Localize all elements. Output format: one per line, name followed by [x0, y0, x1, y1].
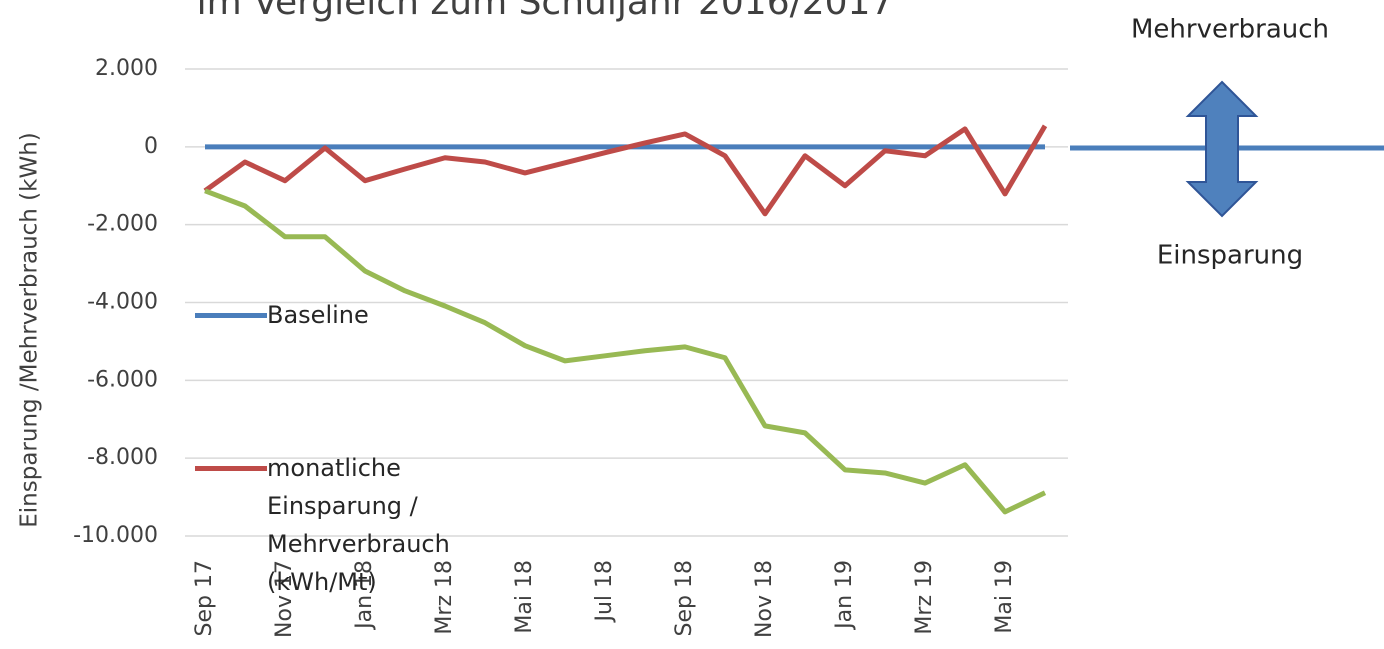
y-tick-label: -6.000 [87, 367, 158, 392]
legend-swatch [195, 466, 267, 471]
x-tick-label: Jul 18 [592, 560, 617, 624]
y-tick-label: -10.000 [73, 523, 158, 548]
chart-title: im Vergleich zum Schuljahr 2016/2017 [197, 0, 894, 23]
x-tick-label: Jan 19 [832, 560, 857, 631]
x-tick-label: Nov 18 [752, 560, 777, 638]
x-tick-label: Nov 17 [272, 560, 297, 638]
y-tick-label: 2.000 [95, 56, 158, 81]
x-tick-label: Sep 17 [192, 560, 217, 636]
legend-entry: Baseline [195, 296, 627, 334]
y-tick-label: -8.000 [87, 445, 158, 470]
legend-entry: monatliche Einsparung / Mehrverbrauch (k… [195, 449, 517, 601]
series-line [203, 124, 1048, 217]
y-tick-label: -2.000 [87, 212, 158, 237]
y-tick-label: 0 [144, 134, 158, 159]
x-tick-label: Sep 18 [672, 560, 697, 636]
double-arrow [1185, 80, 1259, 218]
x-tick-label: Mrz 18 [432, 560, 457, 635]
x-tick-label: Mrz 19 [912, 560, 937, 635]
legend-label: Baseline [267, 301, 369, 329]
legend-label: monatliche Einsparung / Mehrverbrauch (k… [267, 454, 450, 596]
x-tick-label: Jan 18 [352, 560, 377, 631]
annotation: Einsparung [1157, 241, 1303, 271]
y-tick-label: -4.000 [87, 290, 158, 315]
series-line [204, 188, 1047, 515]
x-tick-label: Mai 19 [992, 560, 1017, 634]
y-axis-label: Einsparung /Mehrverbrauch (kWh) [17, 132, 43, 528]
annotation: Mehrverbrauch [1131, 15, 1329, 45]
x-tick-label: Mai 18 [512, 560, 537, 634]
legend-swatch [195, 313, 267, 318]
